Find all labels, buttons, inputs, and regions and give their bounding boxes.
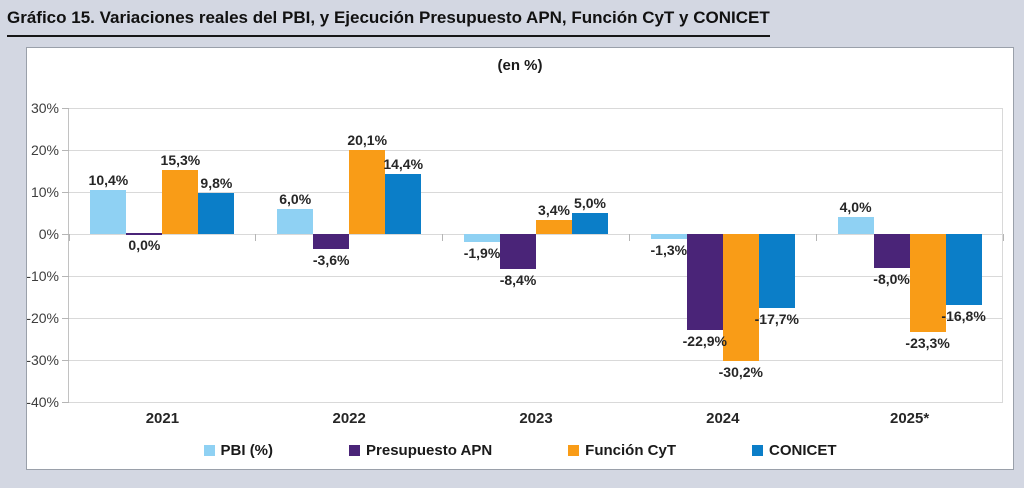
bar: [536, 219, 572, 234]
category-label: 2021: [145, 410, 180, 427]
y-tick-label: -40%: [26, 394, 59, 410]
bar-value-label: 5,0%: [574, 195, 606, 211]
category-axis-tick: [815, 234, 817, 241]
bar: [90, 190, 127, 234]
bar-value-label: 9,8%: [200, 174, 233, 191]
y-tick-label: -20%: [26, 310, 59, 326]
bar: [198, 192, 235, 234]
bar: [650, 234, 687, 240]
chart-panel: (en %) 30% 20% 10% 0% -10% -20% -30% -40% 10,4%…: [26, 47, 1014, 470]
y-axis-tick: [62, 149, 69, 151]
gridline: [69, 149, 1003, 151]
chart-title: Gráfico 15. Variaciones reales del PBI, …: [7, 8, 770, 37]
bar-value-label: 20,1%: [347, 131, 388, 148]
bar: [945, 234, 982, 305]
bar-value-label: -23,3%: [905, 334, 950, 351]
bar-value-label: -22,9%: [682, 333, 727, 350]
gridline: [69, 107, 1003, 109]
legend-label: Función CyT: [585, 442, 676, 459]
bar-value-label: -8,0%: [873, 270, 910, 287]
y-axis-tick: [62, 107, 69, 109]
bar-value-label: 14,4%: [383, 155, 424, 172]
legend-swatch: [568, 445, 580, 456]
bar-value-label: -16,8%: [941, 307, 986, 324]
bar-value-label: 0,0%: [128, 237, 161, 253]
bar: [572, 213, 608, 234]
chart-subtitle: (en %): [497, 57, 543, 74]
legend-swatch: [349, 445, 361, 456]
bar: [385, 173, 422, 234]
bar-value-label: -1,3%: [650, 242, 688, 259]
y-tick-label: 10%: [30, 184, 59, 200]
y-axis-tick: [62, 401, 69, 403]
y-axis-line: [68, 108, 69, 402]
gridline: [69, 191, 1003, 193]
legend-swatch: [203, 445, 215, 456]
gridline: [69, 359, 1003, 361]
category-axis-tick: [442, 234, 444, 241]
bar: [837, 217, 874, 234]
bar: [686, 234, 723, 331]
y-axis-labels: 30% 20% 10% 0% -10% -20% -30% -40%: [26, 100, 61, 410]
category-label: 2025*: [889, 410, 930, 427]
y-tick-label: -10%: [26, 268, 59, 284]
legend-item: CONICET: [751, 442, 837, 459]
y-tick-label: 20%: [30, 142, 59, 158]
legend-item: PBI (%): [203, 442, 274, 459]
plot-area: 10,4% 6,0% -1,9% -1,3% 4,0% 0,0% -3,6% -8,4% -22…: [62, 107, 1004, 427]
legend-label: Presupuesto APN: [366, 442, 493, 459]
y-tick-label: -30%: [26, 352, 59, 368]
legend-label: CONICET: [768, 442, 837, 459]
bar: [313, 234, 350, 250]
legend-item: Función CyT: [568, 442, 676, 459]
y-tick-label: 30%: [30, 100, 59, 116]
bar: [277, 208, 314, 234]
bar: [349, 149, 386, 234]
y-axis-tick: [62, 359, 69, 361]
y-axis-tick: [62, 233, 69, 235]
bar-value-label: -1,9%: [463, 244, 501, 261]
legend-item: Presupuesto APN: [349, 442, 492, 459]
bar: [464, 234, 500, 242]
bar-value-label: 10,4%: [88, 172, 129, 189]
bar: [873, 234, 910, 268]
category-axis-tick: [255, 234, 257, 241]
category-axis-tick: [1002, 234, 1004, 241]
legend-label: PBI (%): [220, 442, 274, 459]
category-label: 2024: [706, 410, 740, 427]
bar-value-label: 6,0%: [279, 190, 312, 207]
bar-value-label: 4,0%: [839, 199, 872, 216]
y-axis-tick: [62, 191, 69, 193]
plot-right-border: [1002, 108, 1003, 402]
gridline: [69, 401, 1003, 403]
category-label: 2023: [519, 410, 553, 427]
y-tick-label: 0%: [38, 226, 59, 242]
bar-value-label: -17,7%: [754, 311, 799, 328]
bar-value-label: -3,6%: [312, 252, 350, 269]
bar-value-label: -30,2%: [718, 363, 763, 380]
legend-swatch: [751, 445, 763, 456]
bar-value-label: 15,3%: [160, 151, 201, 168]
y-axis-tick: [62, 317, 69, 319]
bar: [758, 234, 795, 309]
bar: [126, 233, 163, 235]
gridline: [69, 233, 1003, 235]
category-axis-tick: [628, 234, 630, 241]
gridline: [69, 275, 1003, 277]
bar-value-label: 3,4%: [538, 201, 570, 218]
category-axis-tick: [68, 234, 70, 241]
chart-legend: PBI (%) Presupuesto APN Función CyT CONICET: [27, 442, 1013, 459]
bar: [722, 234, 759, 361]
gridline: [69, 317, 1003, 319]
bar: [162, 169, 199, 234]
y-axis-tick: [62, 275, 69, 277]
bar: [909, 234, 946, 332]
category-label: 2022: [332, 410, 366, 427]
bar-value-label: -8,4%: [499, 272, 537, 289]
bar: [500, 234, 536, 270]
